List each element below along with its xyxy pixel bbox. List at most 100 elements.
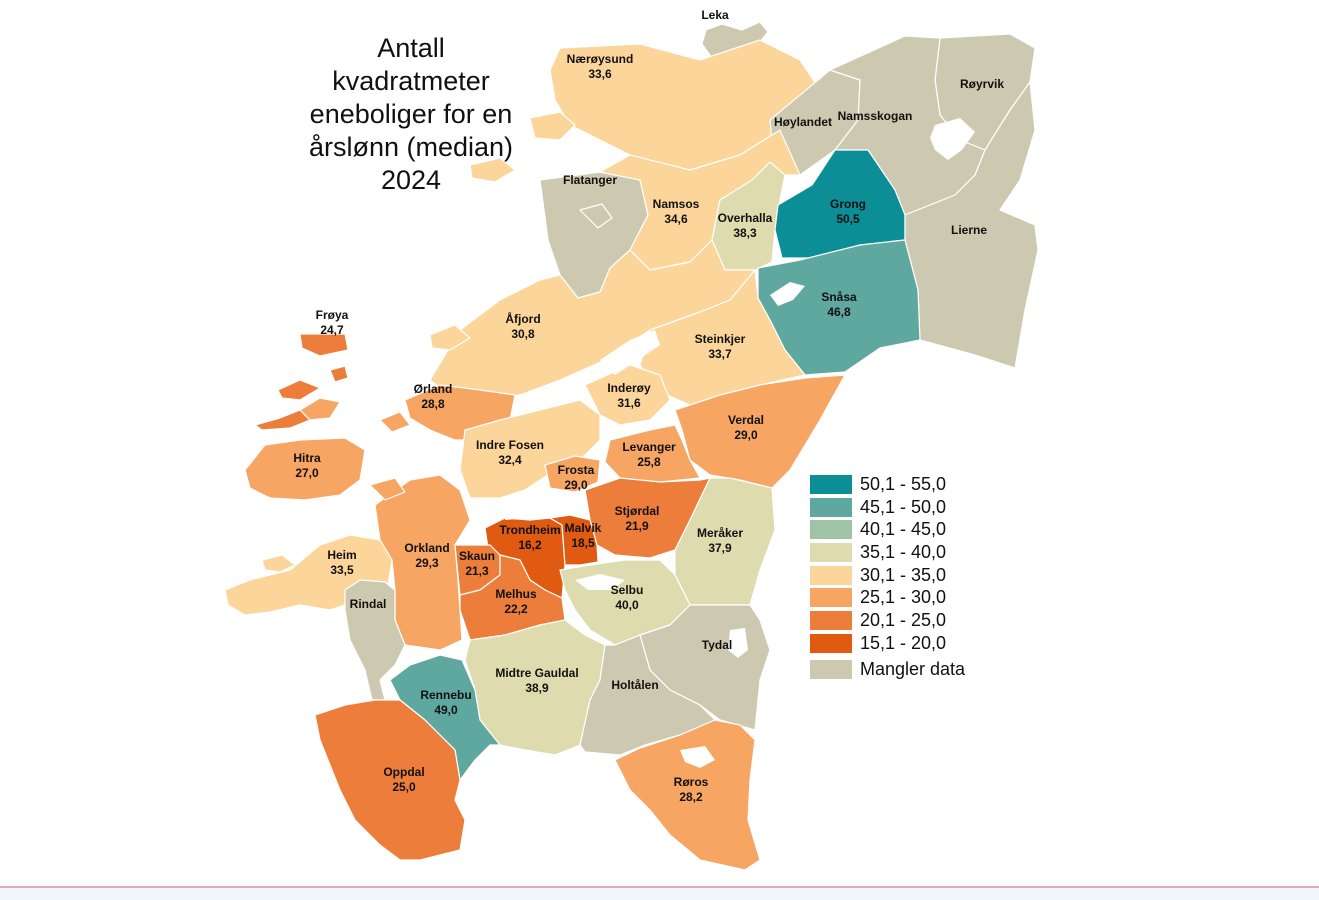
municipality-label: Flatanger (563, 173, 617, 187)
municipality-name: Midtre Gauldal (495, 666, 578, 680)
municipality-name: Tydal (702, 638, 732, 652)
municipality-name: Nærøysund (567, 52, 634, 66)
municipality-name: Overhalla (718, 211, 773, 225)
title-line: eneboliger for en (309, 99, 513, 129)
municipality-value: 46,8 (827, 305, 851, 319)
municipality-label: Ørland 28,8 (414, 382, 453, 411)
municipality-label: Grong 50,5 (830, 197, 866, 226)
municipality-label: Stjørdal 21,9 (615, 504, 660, 533)
map-title: Antall kvadratmeter eneboliger for en år… (282, 32, 540, 197)
municipality-value: 28,8 (421, 397, 445, 411)
legend-item: 35,1 - 40,0 (810, 541, 965, 564)
municipality-name: Snåsa (821, 290, 857, 304)
municipality-label: Verdal 29,0 (728, 413, 764, 442)
municipality-orkland (374, 474, 471, 651)
municipality-value: 37,9 (708, 541, 732, 555)
lake (575, 574, 625, 590)
municipality-value: 38,9 (525, 681, 549, 695)
title-line: Antall (377, 33, 445, 63)
municipality-frøya (299, 333, 349, 357)
municipality-name: Holtålen (611, 678, 658, 692)
lake (728, 628, 748, 658)
island-frøya (254, 409, 311, 431)
municipality-name: Levanger (622, 440, 676, 454)
municipality-name: Røros (674, 775, 709, 789)
municipality-label: Levanger 25,8 (622, 440, 676, 469)
municipality-value: 33,5 (330, 563, 354, 577)
municipality-label: Melhus 22,2 (495, 587, 537, 616)
lake (930, 118, 975, 160)
legend-item: 20,1 - 25,0 (810, 609, 965, 632)
municipality-hitra (244, 437, 366, 501)
legend-label: 20,1 - 25,0 (860, 609, 947, 630)
island-hitra (299, 397, 341, 421)
municipality-label: Åfjord 30,8 (505, 311, 540, 341)
municipality-value: 25,0 (392, 780, 416, 794)
legend-item: 15,1 - 20,0 (810, 632, 965, 655)
title-line: 2024 (380, 165, 442, 195)
municipality-oppdal (314, 699, 466, 861)
legend-item: 50,1 - 55,0 (810, 473, 965, 496)
legend-label: 15,1 - 20,0 (860, 632, 947, 653)
municipality-value: 28,2 (679, 790, 703, 804)
island-frøya (277, 379, 321, 401)
municipality-name: Leka (701, 8, 729, 22)
legend-label: 35,1 - 40,0 (860, 541, 947, 562)
municipality-value: 29,0 (734, 428, 758, 442)
municipality-label: Trondheim 16,2 (499, 523, 560, 552)
municipality-levanger (604, 424, 701, 483)
legend-item: Mangler data (810, 659, 965, 682)
municipality-value: 21,3 (465, 564, 489, 578)
municipality-label: Rennebu 49,0 (420, 688, 471, 717)
municipality-name: Høylandet (774, 115, 832, 129)
municipality-meråker (674, 477, 776, 606)
lake (680, 746, 715, 768)
municipality-value: 32,4 (498, 453, 522, 467)
island-åfjord (429, 324, 471, 351)
legend-label: 25,1 - 30,0 (860, 587, 947, 608)
municipality-value: 21,9 (625, 519, 649, 533)
municipality-inderøy (584, 364, 671, 426)
island-frøya (329, 365, 349, 383)
municipality-name: Orkland (404, 541, 449, 555)
legend-item: 30,1 - 35,0 (810, 564, 965, 587)
municipality-name: Skaun (459, 549, 495, 563)
municipality-name: Frøya (316, 308, 349, 322)
legend-swatch (810, 542, 852, 562)
municipality-label: Namsos 34,6 (653, 197, 700, 226)
municipality-name: Hitra (293, 451, 321, 465)
municipality-label: Leka (701, 8, 729, 22)
title-line: kvadratmeter (332, 66, 490, 96)
municipality-value: 31,6 (617, 396, 641, 410)
municipality-name: Selbu (611, 583, 644, 597)
island-nærøysund (469, 157, 516, 183)
municipality-name: Melhus (495, 587, 537, 601)
municipality-name: Indre Fosen (476, 438, 544, 452)
municipality-value: 30,8 (511, 327, 535, 341)
municipality-value: 34,6 (664, 212, 688, 226)
municipality-label: Hitra 27,0 (293, 451, 321, 480)
municipality-name: Lierne (951, 223, 987, 237)
municipality-name: Grong (830, 197, 866, 211)
title-line: årslønn (median) (308, 132, 514, 162)
municipality-røros (614, 719, 761, 871)
municipality-value: 50,5 (836, 212, 860, 226)
municipality-value: 16,2 (518, 538, 542, 552)
municipality-frosta (544, 455, 601, 493)
municipality-name: Inderøy (607, 381, 651, 395)
municipality-name: Malvik (565, 521, 602, 535)
municipality-label: Røyrvik (960, 77, 1004, 91)
municipality-name: Heim (327, 548, 356, 562)
municipality-label: Orkland 29,3 (404, 541, 449, 570)
legend-item: 25,1 - 30,0 (810, 586, 965, 609)
municipality-value: 33,6 (588, 67, 612, 81)
municipality-name: Røyrvik (960, 77, 1004, 91)
bottom-bar (0, 886, 1319, 900)
municipality-name: Steinkjer (695, 332, 746, 346)
island-nærøysund (529, 111, 576, 141)
legend-swatch (810, 565, 852, 585)
municipality-name: Rennebu (420, 688, 471, 702)
legend-swatch (810, 633, 852, 653)
legend-swatch (810, 660, 852, 680)
municipality-label: Oppdal 25,0 (383, 765, 424, 794)
